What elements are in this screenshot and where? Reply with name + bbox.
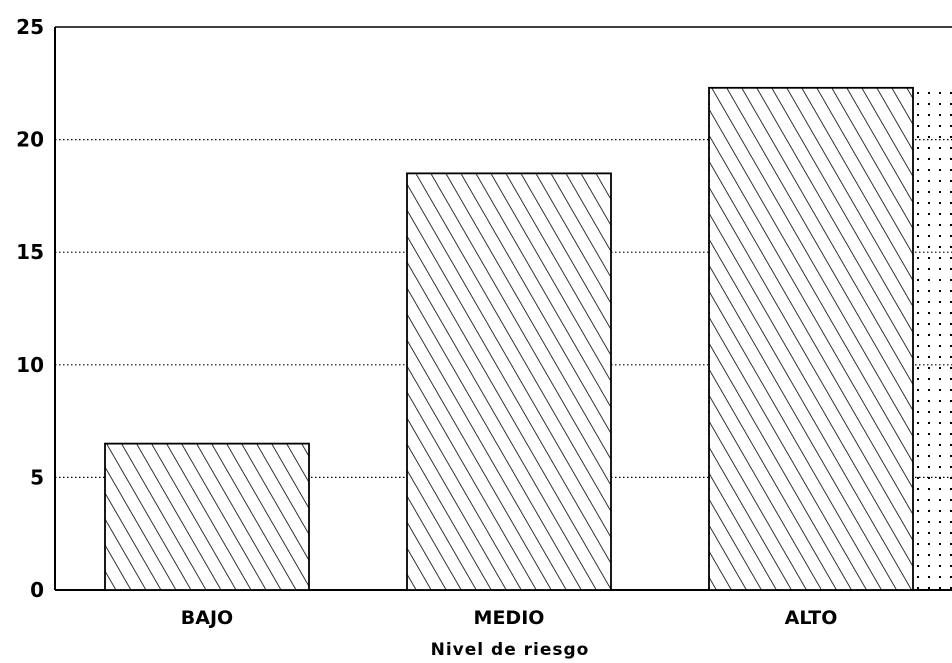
- bar-medio: [406, 172, 612, 591]
- y-tick-label: 20: [16, 128, 44, 152]
- y-tick-label: 5: [30, 465, 44, 489]
- bar: [406, 172, 612, 591]
- bar-edge-dots: [709, 87, 719, 590]
- bar: [708, 86, 914, 591]
- x-axis-ticks: BAJO MEDIO ALTO: [181, 607, 838, 629]
- x-axis-title: Nivel de riesgo: [431, 640, 590, 660]
- y-tick-label: 0: [30, 578, 44, 602]
- bar: [104, 442, 310, 591]
- bar-alto: [708, 86, 952, 591]
- y-tick-label: 15: [16, 240, 44, 264]
- y-tick-label: 25: [16, 15, 44, 39]
- x-tick-label: ALTO: [785, 607, 838, 629]
- bar-bajo: [104, 442, 310, 591]
- bar-shadow-dots: [915, 87, 952, 590]
- y-axis-ticks: 0 5 10 15 20 25: [16, 15, 44, 602]
- bars: [104, 86, 952, 591]
- y-tick-label: 10: [16, 353, 44, 377]
- x-tick-label: MEDIO: [474, 607, 545, 629]
- x-tick-label: BAJO: [181, 607, 233, 629]
